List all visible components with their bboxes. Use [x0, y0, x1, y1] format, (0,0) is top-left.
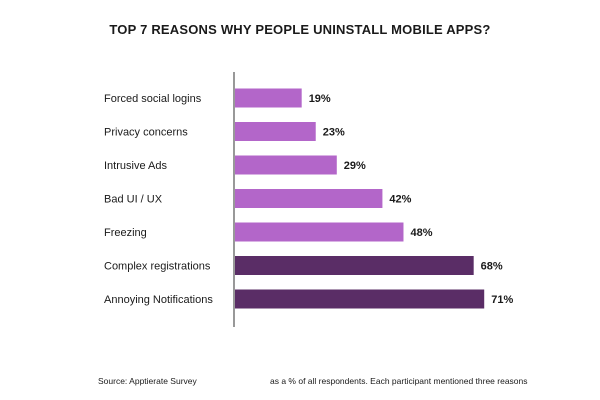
bar-privacy-concerns: [235, 122, 316, 141]
category-label-privacy-concerns: Privacy concerns: [104, 127, 188, 139]
value-label-complex-registrations: 68%: [481, 261, 503, 273]
value-label-forced-social-logins: 19%: [309, 93, 331, 105]
bar-complex-registrations: [235, 256, 474, 275]
bar-intrusive-ads: [235, 155, 337, 175]
category-label-intrusive-ads: Intrusive Ads: [104, 160, 167, 172]
bar-freezing: [235, 222, 404, 242]
value-label-annoying-notifications: 71%: [491, 294, 513, 306]
chart-title: TOP 7 REASONS WHY PEOPLE UNINSTALL MOBIL…: [109, 22, 491, 37]
bar-forced-social-logins: [235, 88, 302, 108]
category-label-bad-ui-ux: Bad UI / UX: [104, 194, 163, 206]
value-label-intrusive-ads: 29%: [344, 160, 366, 172]
category-label-freezing: Freezing: [104, 227, 147, 239]
value-label-bad-ui-ux: 42%: [389, 194, 411, 206]
category-label-complex-registrations: Complex registrations: [104, 261, 211, 273]
bar-bad-ui-ux: [235, 189, 383, 208]
category-label-annoying-notifications: Annoying Notifications: [104, 294, 213, 306]
value-label-privacy-concerns: 23%: [323, 127, 345, 139]
bar-annoying-notifications: [235, 289, 485, 309]
respondents-note: as a % of all respondents. Each particip…: [270, 376, 528, 386]
value-label-freezing: 48%: [410, 227, 432, 239]
category-label-forced-social-logins: Forced social logins: [104, 93, 202, 105]
bars-group: Forced social logins 19% Privacy concerns 2…: [104, 88, 513, 309]
source-note: Source: Apptierate Survey: [98, 376, 197, 386]
